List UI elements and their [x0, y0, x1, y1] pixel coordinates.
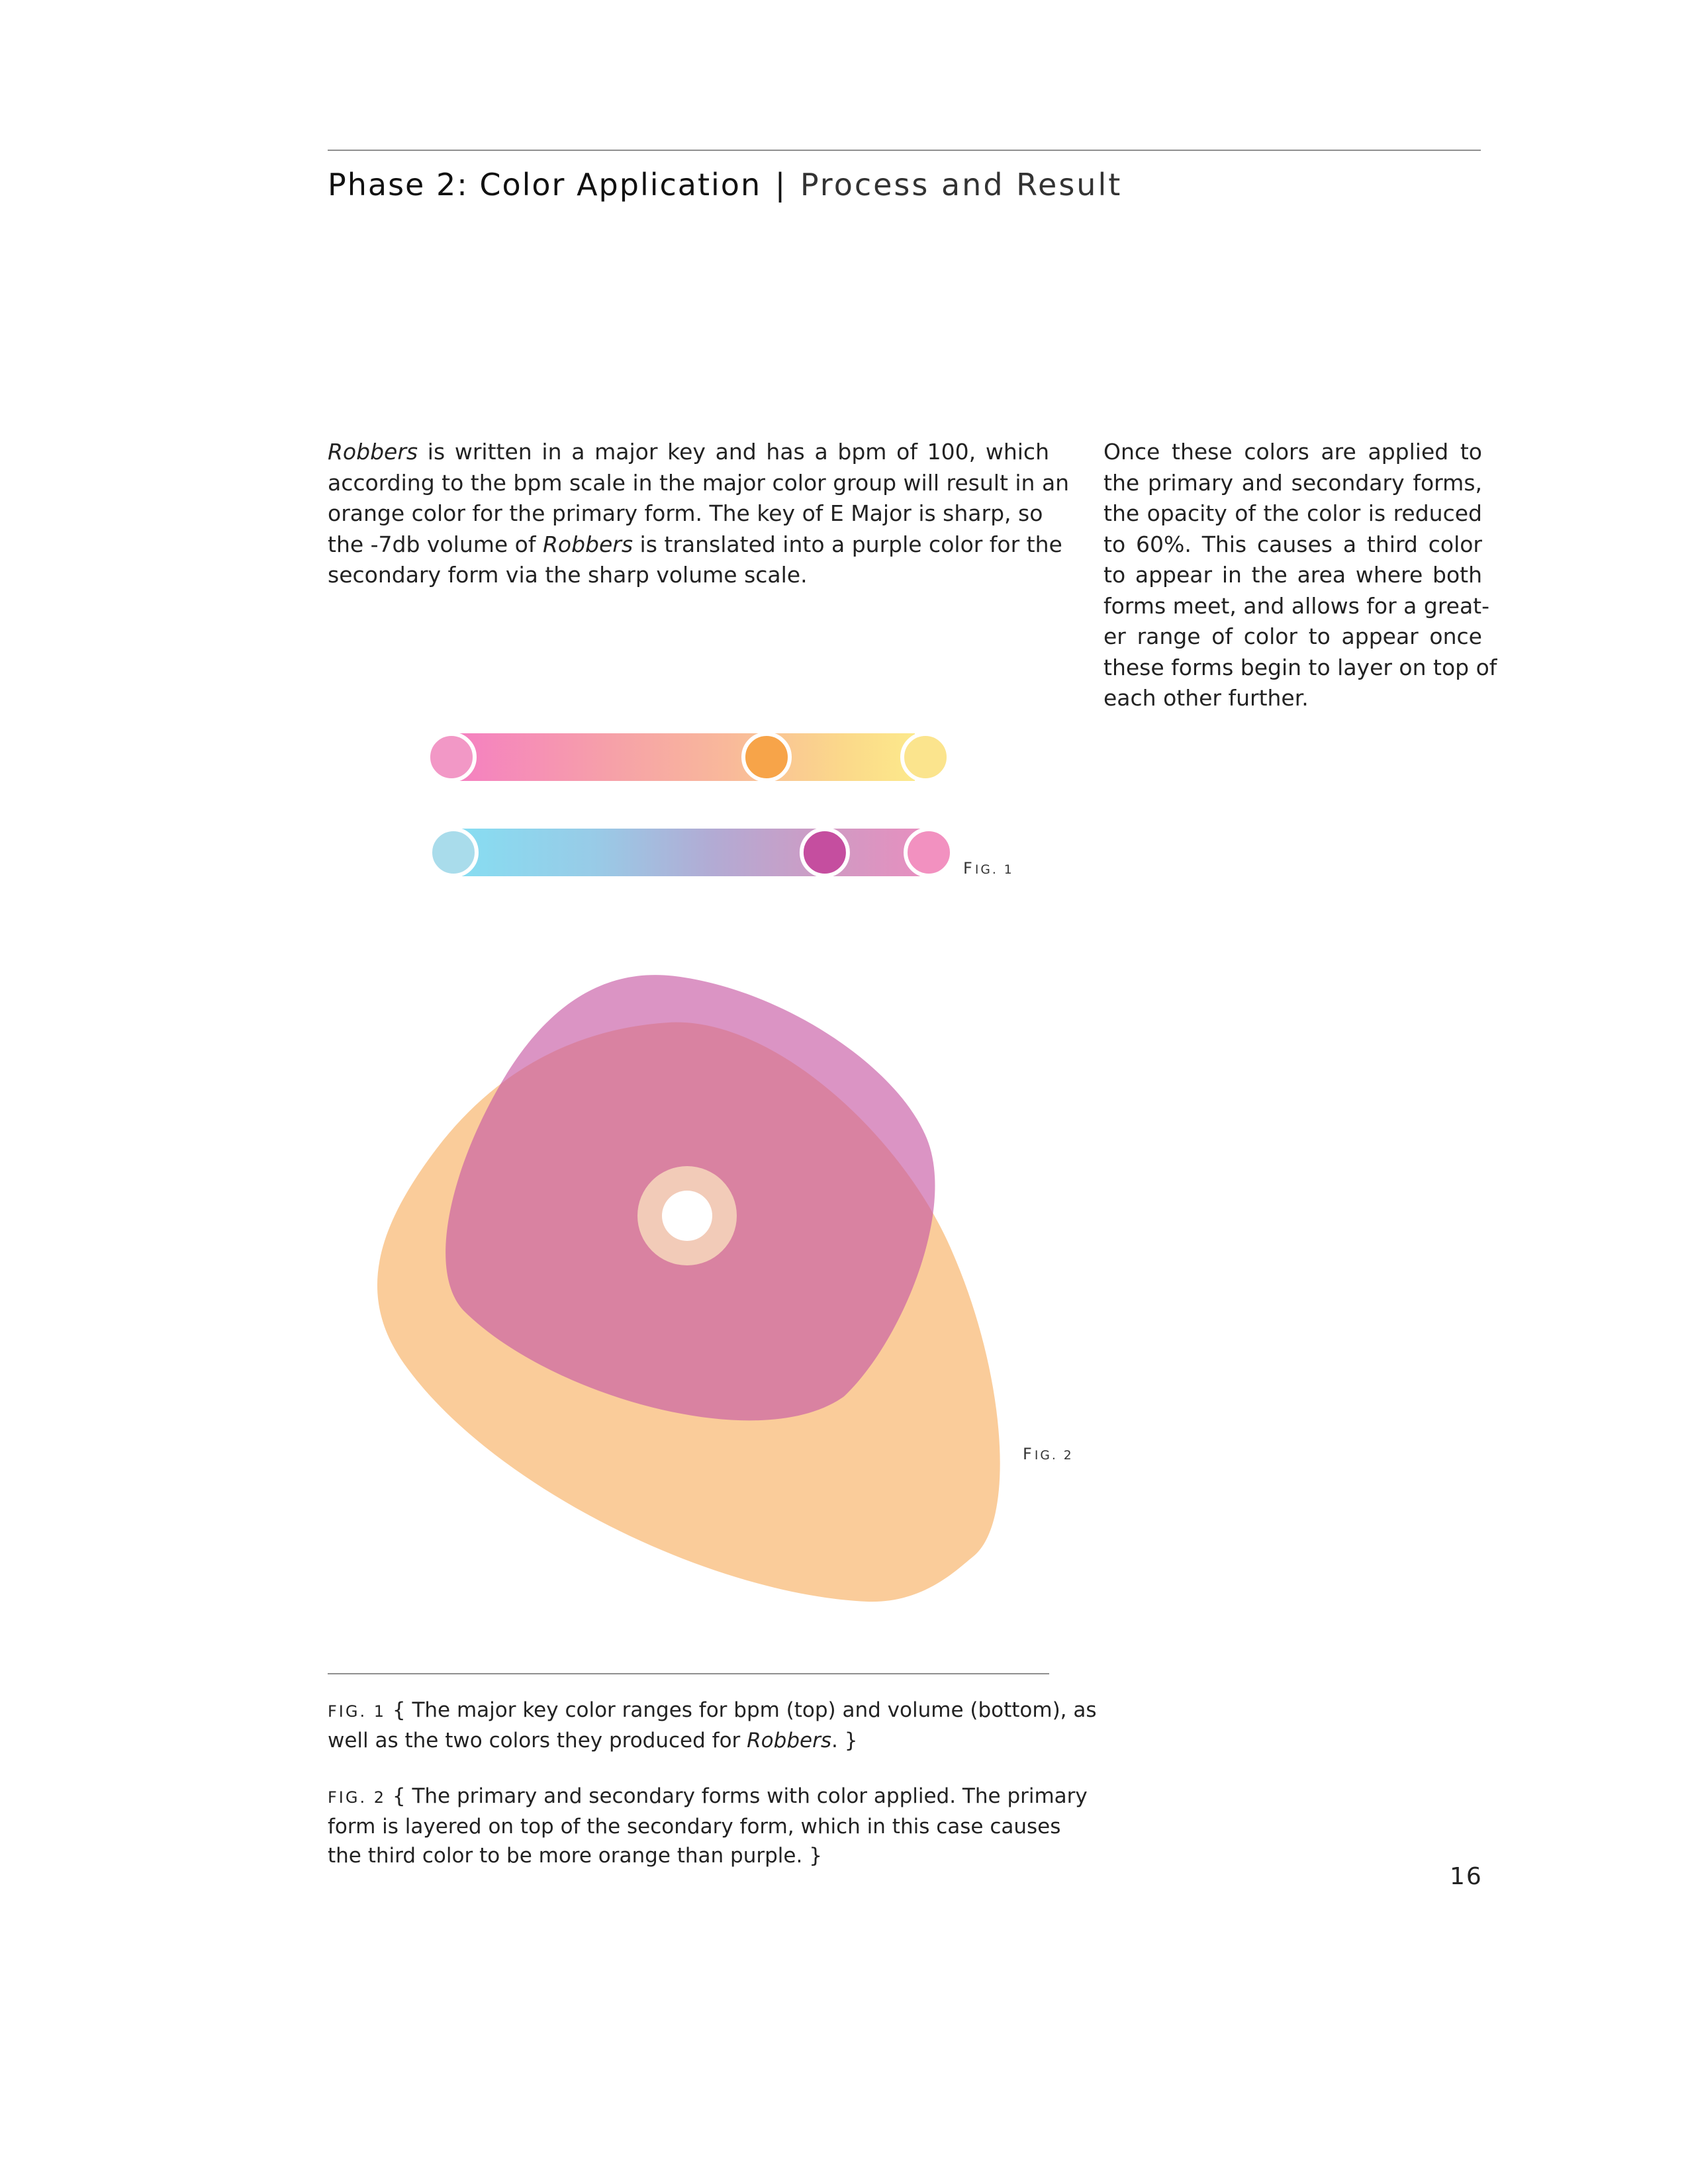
fig2-caption-line-3: the third color to be more orange than p… — [328, 1844, 822, 1868]
robbers-title: Robbers — [328, 439, 418, 465]
fig1-caption-text-2a: well as the two colors they produced for — [328, 1729, 747, 1752]
center-dot — [662, 1191, 712, 1241]
fig2-label: FIG. 2 — [1023, 1445, 1074, 1463]
left-line-1-text: is written in a major key and has a bpm … — [418, 439, 1049, 465]
right-line: to 60%. This causes a third color — [1103, 531, 1482, 557]
volume-end-dot — [904, 827, 954, 878]
fig1-caption-text-2b: . } — [831, 1729, 858, 1752]
left-line-4: the -7db volume of Robbers is translated… — [328, 529, 1062, 561]
forms-figure — [377, 975, 1000, 1602]
fig2-caption-line-1: FIG. 2 { The primary and secondary forms… — [328, 1782, 1088, 1812]
fig1-label-rest: IG. 1 — [974, 863, 1014, 877]
heading-separator: | — [774, 167, 787, 203]
page-number: 16 — [1450, 1863, 1483, 1890]
right-paragraph: Once these colors are applied to the pri… — [1103, 437, 1497, 714]
bpm-start-dot — [426, 732, 477, 782]
left-line-5: secondary form via the sharp volume scal… — [328, 562, 808, 588]
top-rule — [328, 150, 1481, 151]
caption-rule — [328, 1673, 1049, 1674]
left-line-4a: the -7db volume of — [328, 531, 543, 557]
bpm-gradient-bar — [451, 733, 915, 781]
fig2-caption-line-2: form is layered on top of the secondary … — [328, 1815, 1061, 1839]
left-line-4b: is translated into a purple color for th… — [633, 531, 1062, 557]
fig1-caption-line-2: well as the two colors they produced for… — [328, 1726, 1049, 1755]
volume-scale — [428, 827, 954, 878]
right-line: to appear in the area where both — [1103, 562, 1482, 588]
left-line-1: Robbers is written in a major key and ha… — [328, 437, 1049, 468]
fig2-caption-tag: FIG. 2 — [328, 1788, 387, 1807]
right-line: the opacity of the color is reduced — [1103, 500, 1482, 526]
right-line: Once these colors are applied to — [1103, 439, 1482, 465]
fig2-caption-text-1: { The primary and secondary forms with c… — [386, 1784, 1088, 1808]
bpm-scale — [426, 732, 951, 782]
volume-selected-marker — [799, 827, 850, 878]
page-heading: Phase 2: Color Application | Process and… — [328, 167, 1122, 203]
fig2-caption: FIG. 2 { The primary and secondary forms… — [328, 1782, 1088, 1870]
fig1-caption: FIG. 1 { The major key color ranges for … — [328, 1696, 1097, 1755]
left-line-2: according to the bpm scale in the major … — [328, 469, 1070, 496]
bpm-end-dot — [900, 732, 951, 782]
right-line: these forms begin to layer on top of — [1103, 654, 1497, 680]
fig2-label-initial: F — [1023, 1445, 1035, 1463]
fig1-caption-tag: FIG. 1 — [328, 1702, 387, 1721]
right-line: forms meet, and allows for a great- — [1103, 592, 1490, 619]
volume-start-dot — [428, 827, 479, 878]
robbers-title-2: Robbers — [542, 531, 633, 557]
bpm-selected-marker — [741, 732, 792, 782]
right-line: the primary and secondary forms, — [1103, 469, 1482, 496]
fig2-label-rest: IG. 2 — [1034, 1449, 1074, 1463]
right-line: each other further. — [1103, 685, 1309, 711]
fig1-caption-robbers: Robbers — [747, 1729, 831, 1752]
volume-gradient-bar — [453, 829, 923, 876]
heading-title: Phase 2: Color Application — [328, 167, 762, 203]
right-line: er range of color to appear once — [1103, 623, 1482, 649]
left-line-3: orange color for the primary form. The k… — [328, 500, 1043, 526]
fig1-caption-text-1: { The major key color ranges for bpm (to… — [386, 1698, 1097, 1722]
fig1-label-initial: F — [963, 859, 975, 878]
left-paragraph: Robbers is written in a major key and ha… — [328, 437, 1070, 591]
fig1-label: FIG. 1 — [963, 859, 1014, 878]
fig1-caption-line-1: FIG. 1 { The major key color ranges for … — [328, 1696, 1097, 1726]
heading-subtitle: Process and Result — [800, 167, 1123, 203]
